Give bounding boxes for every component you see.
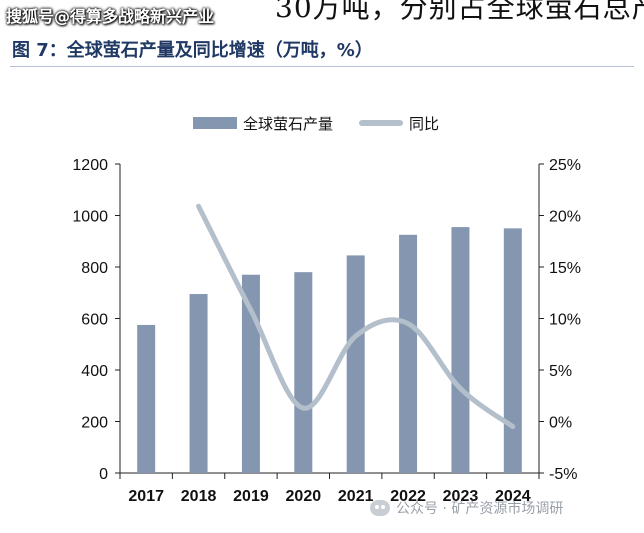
x-axis-category-label: 2024 — [495, 488, 531, 505]
right-axis-tick-label: 0% — [549, 415, 572, 432]
left-axis-tick-label: 800 — [81, 260, 108, 277]
x-axis-category-label: 2017 — [128, 488, 164, 505]
right-axis-tick-label: 10% — [549, 312, 581, 329]
yoy-growth-line — [196, 203, 516, 430]
right-axis-tick-label: 25% — [549, 157, 581, 174]
sohu-watermark: 搜狐号@得算多战略新兴产业 — [6, 7, 215, 26]
legend-bar-swatch — [193, 117, 237, 129]
x-axis-category-label: 2020 — [286, 488, 322, 505]
legend-line-swatch — [359, 120, 404, 126]
left-axis-tick-label: 0 — [99, 466, 108, 483]
x-axis-category-label: 2018 — [181, 488, 217, 505]
right-axis-tick-label: -5% — [549, 466, 577, 483]
x-axis-category-label: 2019 — [233, 488, 269, 505]
wechat-watermark: 公众号 · 矿产资源市场调研 — [370, 498, 563, 518]
production-bar — [346, 255, 365, 473]
legend-bar-label: 全球萤石产量 — [243, 114, 334, 133]
x-axis-category-label: 2021 — [338, 488, 374, 505]
chart-legend: 全球萤石产量 同比 — [193, 112, 439, 134]
right-axis-tick-label: 20% — [549, 209, 581, 226]
wechat-icon — [370, 500, 390, 516]
top-strip: 30万吨，分别占全球萤石总产量的 — [0, 0, 644, 30]
production-bar — [189, 294, 208, 473]
right-axis-tick-label: 15% — [549, 260, 581, 277]
left-axis-tick-label: 400 — [81, 363, 108, 380]
production-bar — [399, 234, 418, 473]
right-axis-tick-label: 5% — [549, 363, 572, 380]
x-axis-category-label: 2022 — [390, 488, 426, 505]
left-axis-tick-label: 200 — [81, 415, 108, 432]
cut-off-body-text: 30万吨，分别占全球萤石总产量的 — [275, 0, 644, 24]
left-axis-tick-label: 1200 — [72, 157, 108, 174]
title-divider — [10, 66, 634, 67]
legend-line-label: 同比 — [409, 114, 440, 133]
production-bar — [294, 272, 313, 473]
figure-title: 图 7：全球萤石产量及同比增速（万吨，%） — [12, 40, 373, 61]
production-bar — [451, 227, 470, 473]
production-bar — [503, 228, 522, 473]
x-axis-category-label: 2023 — [443, 488, 479, 505]
production-bar — [137, 324, 156, 473]
left-axis-tick-label: 1000 — [72, 209, 108, 226]
left-axis-tick-label: 600 — [81, 312, 108, 329]
wechat-watermark-text: 公众号 · 矿产资源市场调研 — [396, 501, 564, 517]
production-bar — [241, 274, 260, 473]
